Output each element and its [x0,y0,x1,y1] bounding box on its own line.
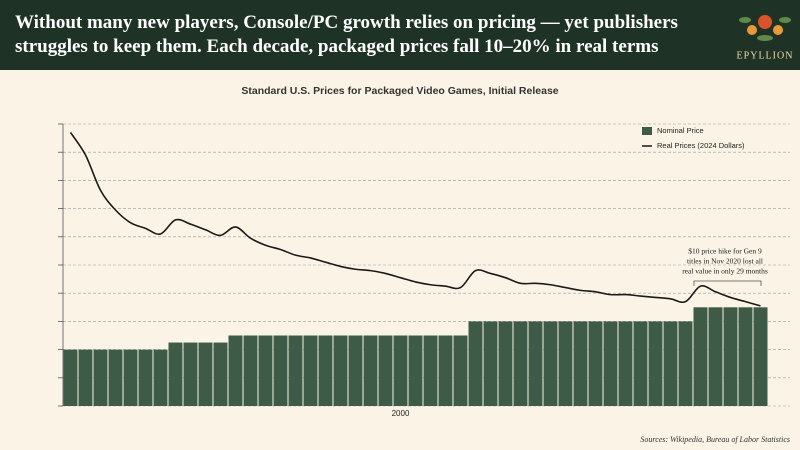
bar [483,321,498,406]
bar [213,342,228,406]
bar [618,321,633,406]
bar [453,335,468,406]
bar [558,321,573,406]
x-tick-label: 2000 [392,409,410,418]
bar [513,321,528,406]
bar [333,335,348,406]
logo [739,15,791,41]
annotation-bracket [693,280,762,286]
bar [663,321,678,406]
bar [633,321,648,406]
bar [378,335,393,406]
bar [183,342,198,406]
bar [528,321,543,406]
brand: EPYLLION [737,50,794,61]
bar [273,335,288,406]
bar [108,349,123,406]
bar [468,321,483,406]
bar [498,321,513,406]
bar [363,335,378,406]
bar [228,335,243,406]
bar [93,349,108,406]
bar [318,335,333,406]
header: Without many new players, Console/PC gro… [0,0,800,70]
bar [153,349,168,406]
bar [78,349,93,406]
bar [408,335,423,406]
bar [168,342,183,406]
bar [258,335,273,406]
bar [63,349,78,406]
bar [573,321,588,406]
legend-label: Real Prices (2024 Dollars) [657,141,745,150]
bar [543,321,558,406]
bar [693,307,708,406]
bar [648,321,663,406]
bar [738,307,753,406]
legend-swatch [642,127,652,135]
bar [588,321,603,406]
headline: Without many new players, Console/PC gro… [15,12,678,33]
chart-title: Standard U.S. Prices for Packaged Video … [241,85,558,97]
headline: struggles to keep them. Each decade, pac… [15,36,659,57]
bar [138,349,153,406]
legend-label: Nominal Price [657,126,704,135]
annotation: real value in only 29 months [682,267,768,276]
bar [123,349,138,406]
bar [603,321,618,406]
bar [303,335,318,406]
annotation: titles in Nov 2020 lost all [687,257,763,266]
bar [288,335,303,406]
annotation: $10 price hike for Gen 9 [688,247,762,256]
bar [678,321,693,406]
bar [393,335,408,406]
source: Sources: Wikipedia, Bureau of Labor Stat… [640,435,790,444]
bar [753,307,768,406]
bar [243,335,258,406]
bar [438,335,453,406]
bar [723,307,738,406]
bar [348,335,363,406]
bar [423,335,438,406]
bar [198,342,213,406]
line [69,132,761,307]
bar [708,307,723,406]
